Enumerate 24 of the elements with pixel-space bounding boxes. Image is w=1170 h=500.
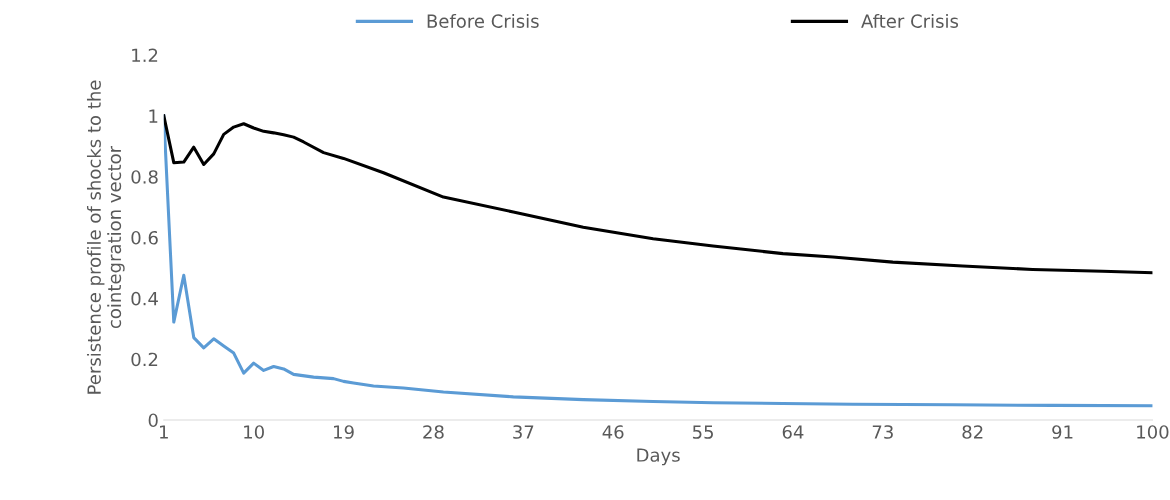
x-tick-label: 28 (423, 425, 444, 439)
x-tick-label: 100 (1137, 425, 1169, 439)
y-tick-label: 0.2 (131, 352, 158, 367)
y-axis-title: Persistence profile of shocks to the cointegration vector (86, 80, 125, 394)
x-tick-label: 10 (244, 425, 264, 439)
x-tick-label: 55 (692, 425, 713, 439)
y-tick-label: 0.6 (131, 230, 158, 245)
x-tick-label: 19 (334, 425, 354, 439)
legend-label: Before Crisis (427, 13, 539, 28)
x-axis-title: Days (637, 448, 680, 466)
x-tick-label: 64 (782, 425, 804, 439)
x-tick-label: 82 (962, 425, 983, 439)
y-tick-label: 1.2 (132, 48, 158, 62)
x-tick-label: 37 (513, 425, 534, 439)
y-tick-label: 0 (148, 413, 158, 428)
x-tick-label: 1 (160, 425, 168, 439)
y-tick-label: 0.4 (131, 291, 158, 306)
line-series (163, 114, 1153, 275)
x-tick-label: 46 (602, 425, 624, 439)
x-tick-label: 73 (872, 425, 893, 439)
x-tick-label: 91 (1052, 425, 1073, 439)
legend-label: After Crisis (861, 13, 959, 28)
y-tick-label: 1 (149, 109, 158, 123)
y-tick-label: 0.8 (131, 170, 158, 184)
